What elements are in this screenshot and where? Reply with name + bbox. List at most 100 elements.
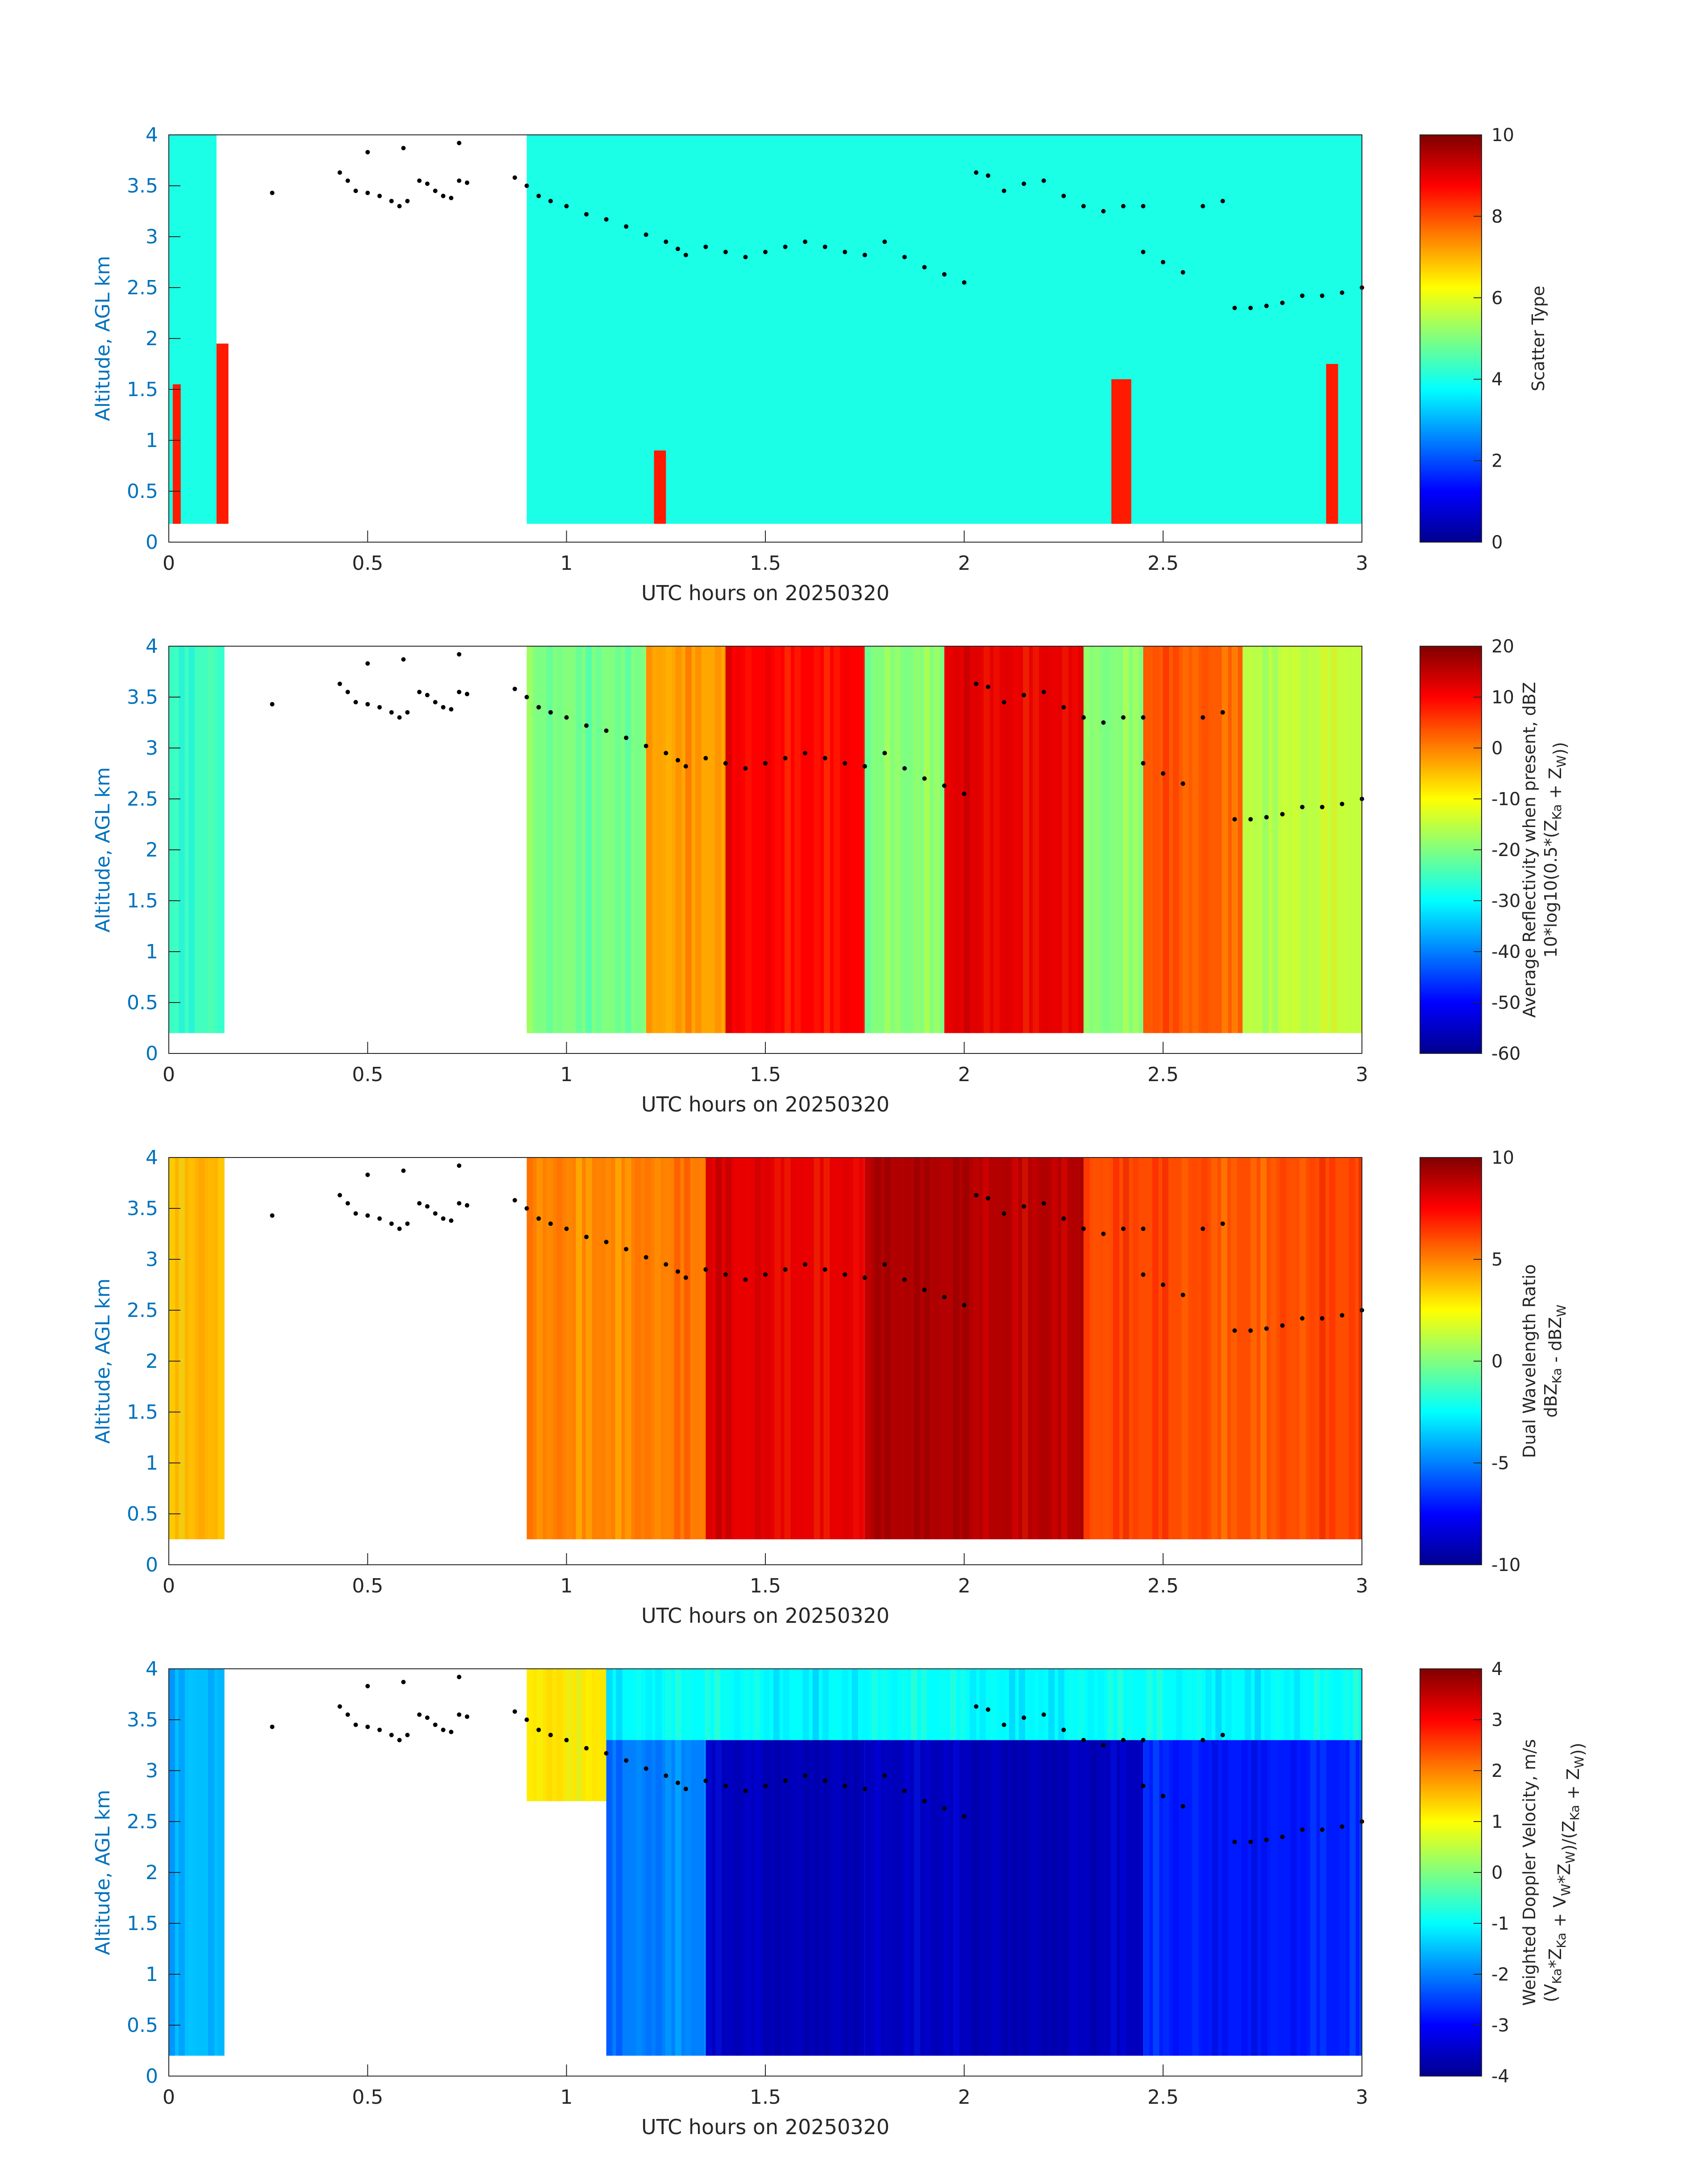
y-tick-label: 3 (146, 1248, 158, 1271)
cloud-top-dot (1161, 260, 1165, 264)
y-tick-label: 1 (146, 940, 158, 963)
cloud-top-dot (1220, 1221, 1225, 1226)
cloud-top-dot (1121, 204, 1126, 209)
heatmap-streak (725, 646, 732, 1033)
heatmap-streak (714, 1669, 721, 1740)
cloud-top-dot (1002, 1722, 1006, 1727)
heatmap-streak (802, 1669, 809, 1740)
heatmap-streak (1252, 646, 1259, 1033)
heatmap-streak (706, 1740, 712, 2056)
x-axis-label: UTC hours on 20250320 (641, 1604, 889, 1628)
heatmap-cell (864, 1157, 1084, 1539)
heatmap-streak (704, 1669, 706, 2056)
heatmap-streak (884, 646, 891, 1033)
colorbar-formula: 10*log10(0.5*(ZKa + ZW)) (1541, 742, 1570, 957)
cloud-top-dot (664, 1262, 668, 1267)
cloud-top-dot (1021, 1715, 1026, 1720)
cloud-top-dot (723, 250, 728, 255)
colorbar-tick-label: -5 (1491, 1453, 1509, 1474)
cloud-top-dot (377, 193, 382, 198)
cloud-top-dot (425, 693, 430, 698)
heatmap-streak (585, 1669, 592, 1801)
heatmap-streak (999, 1669, 1006, 1740)
cloud-top-dot (743, 1277, 748, 1282)
heatmap-streak (1172, 1157, 1178, 1539)
cloud-top-dot (783, 1267, 788, 1272)
cloud-top-dot (763, 1784, 768, 1788)
y-tick-label: 2 (146, 1350, 158, 1373)
cloud-top-dot (882, 239, 887, 244)
heatmap-streak (1072, 646, 1078, 1033)
cloud-top-dot (405, 1733, 410, 1738)
cloud-top-dot (457, 1675, 462, 1680)
cloud-top-dot (862, 1787, 867, 1792)
cloud-top-dot (1141, 1738, 1146, 1742)
cloud-top-dot (683, 764, 688, 769)
cloud-top-dot (986, 173, 990, 178)
heatmap-streak (1132, 1157, 1139, 1539)
heatmap-streak (1071, 1157, 1077, 1539)
cloud-top-dot (548, 199, 553, 204)
y-tick-label: 4 (146, 635, 158, 658)
y-axis-label: Altitude, AGL km (92, 767, 114, 932)
y-tick-label: 0 (146, 531, 158, 554)
heatmap-streak (626, 1669, 632, 1740)
cloud-top-dot (803, 239, 808, 244)
heatmap-streak (933, 1157, 940, 1539)
heatmap-streak (218, 1157, 224, 1539)
heatmap-streak (644, 646, 646, 1033)
heatmap-streak (923, 1157, 930, 1539)
cloud-top-dot (1121, 715, 1126, 720)
heatmap-streak (793, 1669, 799, 1740)
x-axis-label: UTC hours on 20250320 (641, 581, 889, 605)
heatmap-cell (169, 1157, 225, 1539)
heatmap-streak (1143, 1740, 1150, 2056)
heatmap-streak (674, 1157, 681, 1539)
cloud-top-dot (1041, 1201, 1046, 1206)
heatmap-streak (891, 1669, 898, 1740)
heatmap-streak (1353, 1669, 1359, 1740)
y-tick-label: 0 (146, 2065, 158, 2088)
heatmap-streak (616, 1669, 622, 2056)
heatmap-streak (745, 1157, 752, 1539)
heatmap-streak (1212, 646, 1219, 1033)
cloud-top-dot (743, 255, 748, 259)
cloud-top-dot (1340, 1313, 1345, 1318)
cloud-top-dot (564, 204, 569, 209)
heatmap-streak (1013, 646, 1019, 1033)
cloud-top-dots (270, 1163, 1364, 1333)
heatmap-streak (1359, 1740, 1362, 2056)
cloud-top-dot (337, 170, 342, 175)
heatmap-streak (169, 1157, 175, 1539)
cloud-top-dot (1061, 193, 1066, 198)
heatmap-streak (1212, 1740, 1219, 2056)
cloud-top-dot (345, 689, 350, 694)
heatmap-streak (764, 1740, 771, 2056)
heatmap-streak (1182, 646, 1189, 1033)
x-tick-label: 1 (560, 1063, 573, 1086)
heatmap-streak (1235, 1669, 1241, 1740)
heatmap-streak (953, 1740, 960, 2056)
heatmap-cell (706, 1157, 865, 1539)
colorbar (1420, 135, 1482, 542)
heatmap-streak (576, 1157, 582, 1539)
heatmap-streak (1291, 646, 1298, 1033)
heatmap-texture (169, 1157, 1362, 1539)
cloud-top-dot (974, 1193, 979, 1198)
y-tick-label: 3.5 (127, 175, 158, 197)
heatmap-streak (774, 646, 781, 1033)
cloud-top-dot (1021, 693, 1026, 698)
cloud-top-dot (345, 1201, 350, 1206)
heatmap-streak (993, 646, 1000, 1033)
cloud-top-dot (353, 188, 358, 193)
cloud-top-dot (1061, 1727, 1066, 1732)
cloud-top-dot (882, 1773, 887, 1778)
heatmap-streak (863, 646, 865, 1033)
heatmap-streak (1042, 646, 1049, 1033)
y-tick-label: 1.5 (127, 1401, 158, 1424)
colorbar-tick-label: 2 (1491, 451, 1503, 472)
heatmap-streak (904, 646, 910, 1033)
heatmap-streak (685, 1669, 691, 2056)
heatmap-streak (1003, 646, 1010, 1033)
heatmap-streak (1002, 1157, 1009, 1539)
